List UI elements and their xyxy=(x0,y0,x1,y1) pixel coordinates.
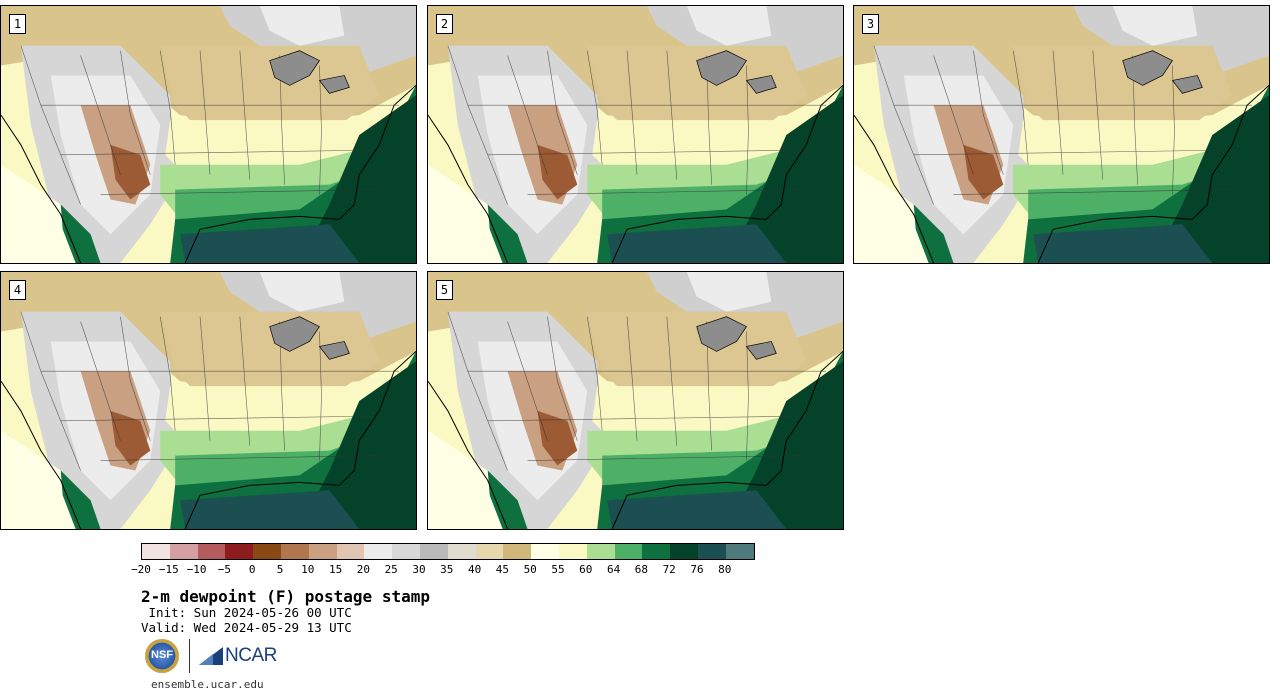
colorbar-swatch xyxy=(169,544,198,559)
colorbar-swatch xyxy=(197,544,226,559)
colorbar-swatch xyxy=(697,544,726,559)
map-panel-1: 1 xyxy=(0,5,417,264)
panel-number: 3 xyxy=(862,14,879,34)
colorbar-swatch xyxy=(308,544,337,559)
colorbar-swatch xyxy=(225,544,254,559)
colorbar-swatch xyxy=(531,544,559,559)
colorbar-swatch xyxy=(253,544,281,559)
dewpoint-map xyxy=(1,272,416,529)
colorbar-swatch xyxy=(336,544,365,559)
colorbar-tick-label: 76 xyxy=(690,563,704,576)
dewpoint-map xyxy=(1,6,416,263)
colorbar-tick-label: 45 xyxy=(495,563,510,576)
colorbar-swatch xyxy=(642,544,671,559)
dewpoint-map xyxy=(428,6,843,263)
colorbar-tick-label: 5 xyxy=(276,563,284,576)
colorbar-swatch xyxy=(447,544,476,559)
chart-title: 2-m dewpoint (F) postage stamp xyxy=(141,587,430,606)
panel-number: 4 xyxy=(9,280,26,300)
colorbar-swatch xyxy=(392,544,420,559)
colorbar-tick-label: 68 xyxy=(634,563,649,576)
colorbar-tick-label: 80 xyxy=(718,563,732,576)
map-panel-5: 5 xyxy=(427,271,844,530)
colorbar-swatch xyxy=(503,544,532,559)
colorbar-tick-label: 20 xyxy=(356,563,371,576)
colorbar-swatch xyxy=(364,544,393,559)
dewpoint-map xyxy=(428,272,843,529)
colorbar-tick-label: 35 xyxy=(440,563,454,576)
colorbar-tick-label: 30 xyxy=(412,563,426,576)
colorbar-tick-label: 40 xyxy=(467,563,482,576)
colorbar-tick-label: 64 xyxy=(606,563,621,576)
panel-number: 2 xyxy=(436,14,453,34)
colorbar-tick-label: −5 xyxy=(217,563,232,576)
valid-time: Valid: Wed 2024-05-29 13 UTC xyxy=(141,620,352,635)
colorbar xyxy=(141,543,755,560)
ncar-logo: NCAR xyxy=(199,645,277,667)
init-time: Init: Sun 2024-05-26 00 UTC xyxy=(141,605,352,620)
colorbar-tick-label: 10 xyxy=(301,563,315,576)
colorbar-tick-label: −20 xyxy=(131,563,151,576)
map-panel-2: 2 xyxy=(427,5,844,264)
colorbar-tick-label: 72 xyxy=(662,563,676,576)
colorbar-swatch xyxy=(725,544,754,559)
map-panel-3: 3 xyxy=(853,5,1270,264)
dewpoint-map xyxy=(854,6,1269,263)
colorbar-swatch xyxy=(558,544,587,559)
colorbar-tick-label: 15 xyxy=(328,563,343,576)
colorbar-tick-label: 0 xyxy=(248,563,256,576)
map-panel-4: 4 xyxy=(0,271,417,530)
colorbar-swatch xyxy=(614,544,643,559)
nsf-logo: NSF xyxy=(145,639,179,673)
colorbar-tick-label: 25 xyxy=(384,563,398,576)
footer-url[interactable]: ensemble.ucar.edu xyxy=(151,678,264,691)
colorbar-tick-label: −10 xyxy=(186,563,207,576)
colorbar-tick-label: −15 xyxy=(158,563,179,576)
colorbar-tick-label: 60 xyxy=(579,563,593,576)
colorbar-swatch xyxy=(142,544,170,559)
colorbar-tick-label: 50 xyxy=(523,563,537,576)
logo-divider xyxy=(189,639,190,673)
colorbar-swatch xyxy=(586,544,615,559)
logos: NSF NCAR xyxy=(145,638,277,674)
colorbar-swatch xyxy=(419,544,448,559)
colorbar-swatch xyxy=(670,544,698,559)
panel-number: 5 xyxy=(436,280,453,300)
panel-number: 1 xyxy=(9,14,26,34)
ncar-mark-icon xyxy=(199,647,223,665)
colorbar-swatch xyxy=(475,544,504,559)
colorbar-swatch xyxy=(280,544,309,559)
colorbar-tick-label: 55 xyxy=(551,563,565,576)
